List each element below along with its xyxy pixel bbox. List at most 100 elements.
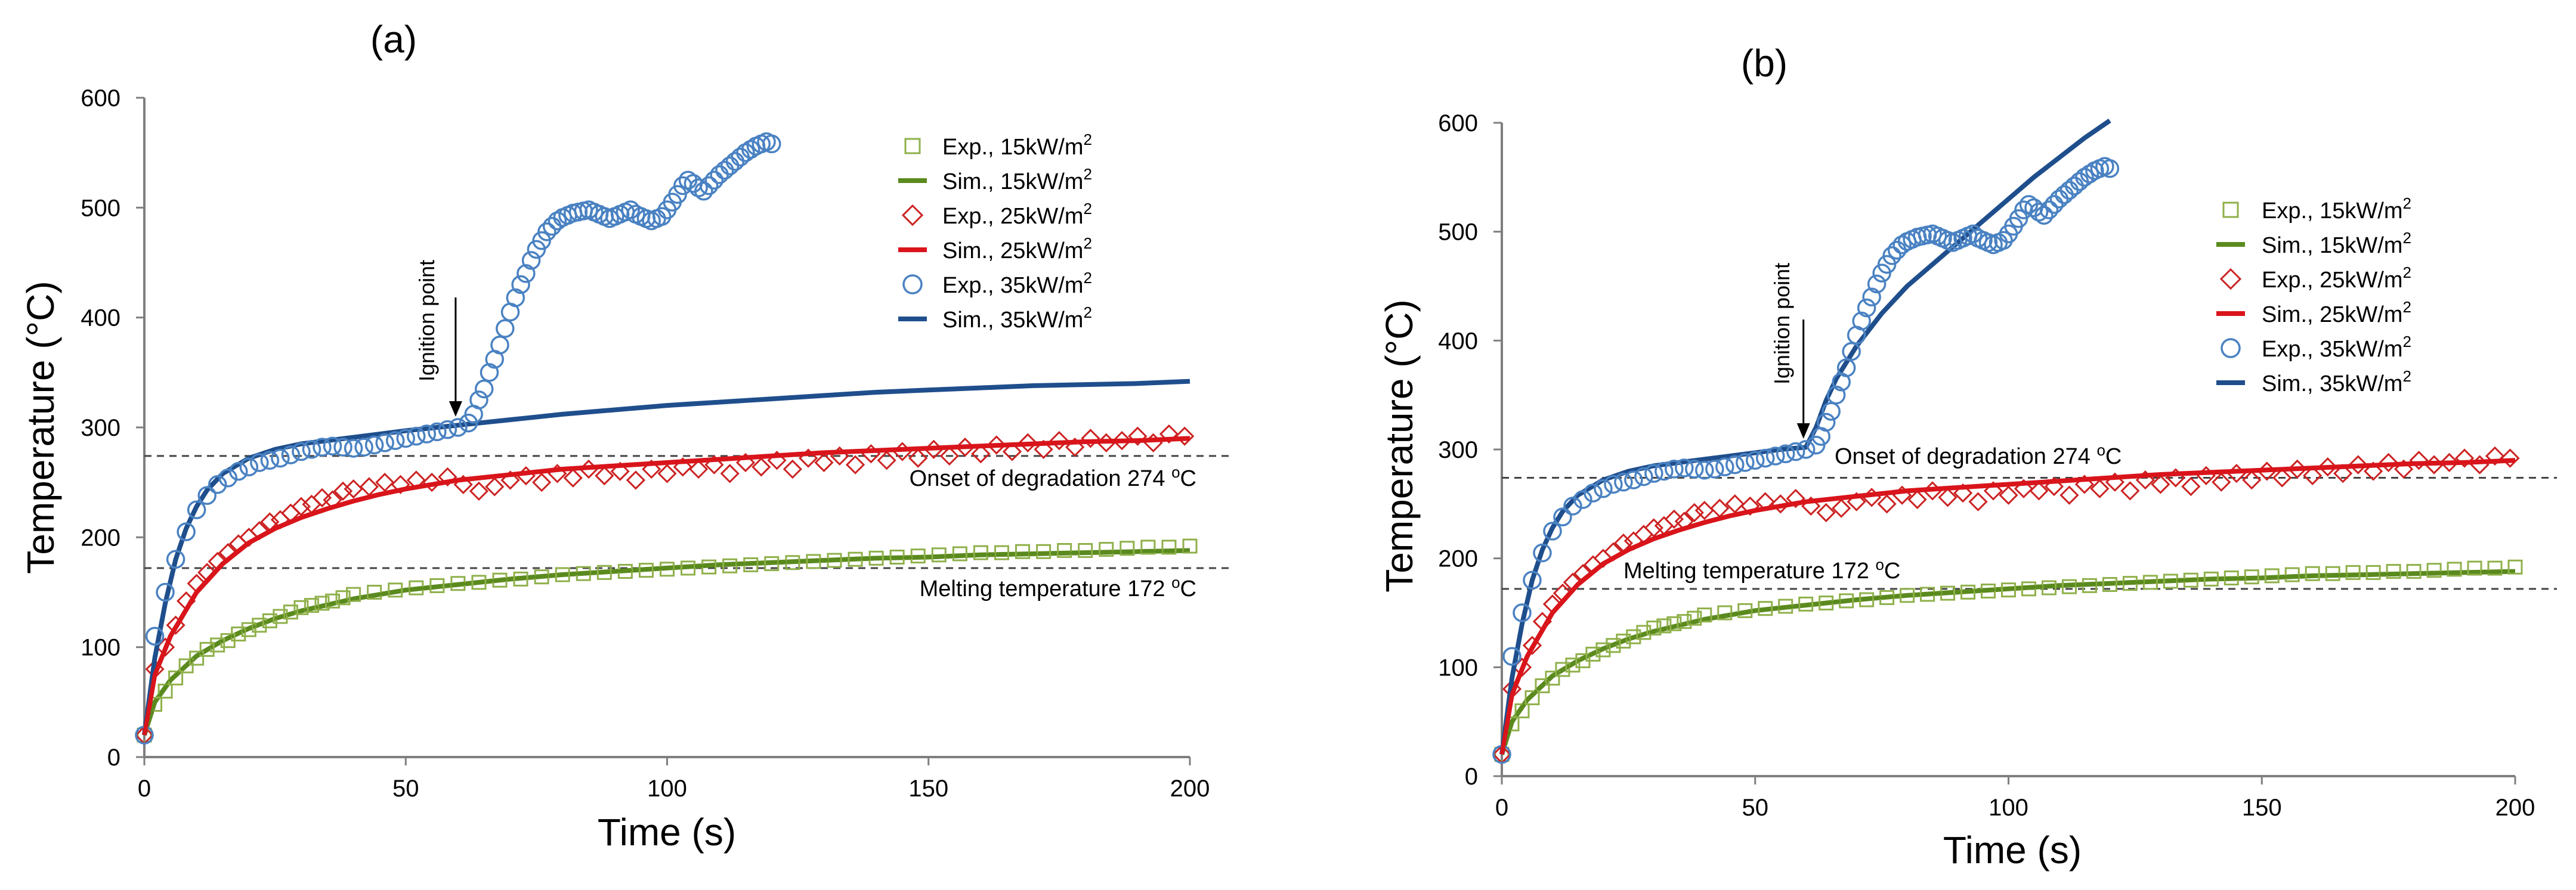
data-point bbox=[231, 627, 246, 642]
reference-label-sup: o bbox=[2096, 441, 2105, 459]
data-point bbox=[1646, 621, 1662, 636]
data-point bbox=[681, 560, 696, 576]
data-point bbox=[1758, 601, 1773, 616]
data-point bbox=[1859, 592, 1875, 607]
data-point bbox=[548, 211, 567, 231]
data-point bbox=[474, 379, 494, 399]
data-point bbox=[2090, 479, 2110, 498]
data-point bbox=[973, 545, 988, 560]
x-tick-label: 0 bbox=[1495, 795, 1508, 821]
y-tick-label: 500 bbox=[81, 195, 120, 221]
data-point bbox=[2318, 457, 2337, 477]
data-point bbox=[189, 650, 205, 666]
data-point bbox=[469, 390, 488, 410]
data-point bbox=[1543, 522, 1562, 541]
x-tick-label: 50 bbox=[392, 776, 419, 802]
data-point bbox=[438, 420, 457, 439]
legend-label-text: Exp., 35kW/m bbox=[2262, 337, 2403, 362]
series-line-overlay bbox=[1499, 458, 2516, 755]
data-point bbox=[1816, 413, 1836, 432]
data-point bbox=[2061, 579, 2077, 594]
legend-label-sup: 2 bbox=[2402, 367, 2411, 385]
data-point bbox=[1159, 424, 1179, 444]
data-point bbox=[2059, 485, 2079, 505]
chart-a: (a) 0 100 200 300 400 500 600 0 50 100 150 200 Time (… bbox=[19, 18, 1232, 854]
data-point bbox=[1736, 453, 1755, 472]
data-point bbox=[2365, 565, 2381, 580]
data-point bbox=[1140, 539, 1156, 555]
data-point bbox=[1694, 501, 1714, 520]
data-point bbox=[1036, 544, 1052, 559]
data-point bbox=[736, 143, 755, 162]
reference-label: Onset of degradation 274 oC bbox=[910, 463, 1196, 491]
data-point bbox=[187, 500, 206, 519]
data-point bbox=[1746, 451, 1765, 470]
data-point bbox=[1776, 444, 1795, 464]
data-point bbox=[2439, 452, 2459, 473]
data-point bbox=[764, 556, 780, 572]
data-point bbox=[1740, 496, 1760, 516]
data-point bbox=[1697, 607, 1712, 623]
data-point bbox=[302, 440, 321, 459]
data-point bbox=[563, 468, 583, 488]
data-point bbox=[197, 486, 217, 506]
series-line-overlay bbox=[143, 549, 1190, 736]
chart-b: (b) 0 100 200 300 400 500 600 0 50 100 150 200 Time (… bbox=[1378, 42, 2557, 872]
data-point bbox=[364, 435, 384, 455]
data-point bbox=[2454, 448, 2475, 468]
data-point bbox=[1675, 458, 1694, 477]
ignition-arrow-head bbox=[449, 401, 462, 417]
data-point bbox=[511, 275, 530, 294]
data-point bbox=[250, 453, 269, 472]
data-point bbox=[1161, 539, 1177, 555]
data-point bbox=[1535, 678, 1550, 693]
data-point bbox=[642, 459, 661, 479]
legend-label-sup: 2 bbox=[1083, 165, 1091, 183]
data-point bbox=[994, 545, 1009, 560]
data-point bbox=[178, 658, 194, 674]
reference-label-sup: o bbox=[1171, 573, 1180, 591]
data-point bbox=[2102, 577, 2117, 593]
legend-label-sup: 2 bbox=[1084, 200, 1092, 218]
data-point bbox=[2272, 468, 2292, 488]
reference-label-tail: C bbox=[2105, 444, 2122, 469]
data-point bbox=[1656, 618, 1672, 634]
data-point bbox=[1715, 457, 1734, 476]
data-point bbox=[1882, 246, 1901, 265]
data-point bbox=[1018, 433, 1038, 452]
data-point bbox=[555, 567, 570, 582]
x-tick-label: 100 bbox=[647, 776, 687, 802]
legend-square-swatch bbox=[2222, 201, 2239, 218]
data-point bbox=[621, 200, 640, 219]
legend-label: Sim., 15kW/m2 bbox=[2262, 229, 2411, 258]
data-point bbox=[500, 470, 520, 490]
data-point bbox=[1938, 488, 1957, 507]
data-point bbox=[2284, 567, 2300, 582]
data-point bbox=[2467, 560, 2482, 576]
data-point bbox=[273, 609, 288, 624]
data-point bbox=[506, 288, 525, 308]
data-point bbox=[2348, 455, 2368, 475]
data-point bbox=[2409, 451, 2429, 470]
data-point bbox=[1717, 605, 1733, 621]
data-point bbox=[1644, 518, 1663, 538]
data-point bbox=[752, 457, 771, 477]
data-point bbox=[722, 558, 738, 573]
data-point bbox=[2333, 464, 2353, 483]
y-tick-label: 100 bbox=[81, 635, 120, 661]
data-point bbox=[1892, 235, 1912, 255]
data-point bbox=[1616, 633, 1631, 649]
data-point bbox=[313, 438, 332, 457]
data-point bbox=[417, 424, 437, 444]
data-point bbox=[480, 363, 499, 382]
legend-label-sup: 2 bbox=[2402, 298, 2411, 316]
legend-label-text: Exp., 15kW/m bbox=[942, 135, 1084, 160]
data-point bbox=[1514, 703, 1530, 718]
data-point bbox=[375, 473, 395, 492]
data-point bbox=[271, 448, 290, 468]
data-point bbox=[218, 469, 237, 488]
data-point bbox=[1182, 538, 1198, 554]
data-point bbox=[293, 600, 309, 615]
